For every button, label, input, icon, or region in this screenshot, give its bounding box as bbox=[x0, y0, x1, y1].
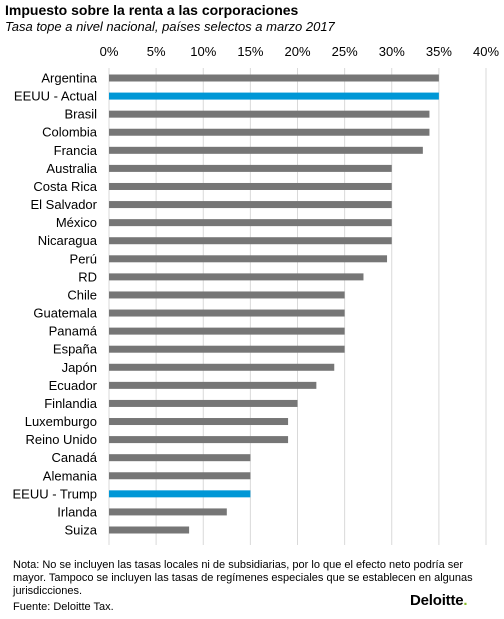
category-label: Panamá bbox=[49, 324, 98, 339]
category-label: Costa Rica bbox=[33, 179, 97, 194]
category-label: Nicaragua bbox=[38, 233, 98, 248]
x-tick-label: 25% bbox=[332, 44, 358, 59]
bar bbox=[109, 327, 345, 335]
logo-text: Deloitte bbox=[410, 592, 464, 609]
bar bbox=[109, 201, 392, 209]
x-tick-label: 20% bbox=[284, 44, 310, 59]
chart-title: Impuesto sobre la renta a las corporacio… bbox=[5, 2, 299, 18]
bar bbox=[109, 418, 289, 426]
bar bbox=[109, 164, 392, 172]
bar bbox=[109, 92, 439, 100]
x-tick-label: 40% bbox=[473, 44, 499, 59]
bar bbox=[109, 255, 388, 263]
bar bbox=[109, 74, 439, 82]
bar bbox=[109, 309, 345, 317]
bar bbox=[109, 472, 251, 480]
bar bbox=[109, 110, 430, 118]
category-label: Perú bbox=[70, 251, 97, 266]
bar bbox=[109, 219, 392, 227]
bar bbox=[109, 345, 345, 353]
bar bbox=[109, 128, 430, 136]
category-label: Colombia bbox=[42, 125, 98, 140]
source-text: Fuente: Deloitte Tax. bbox=[13, 601, 114, 613]
bar bbox=[109, 454, 251, 462]
category-label: Alemania bbox=[43, 468, 98, 483]
bar bbox=[109, 146, 423, 154]
category-label: Guatemala bbox=[33, 306, 97, 321]
category-label: Chile bbox=[67, 287, 97, 302]
bar bbox=[109, 381, 317, 389]
category-label: Finlandia bbox=[44, 396, 98, 411]
bar bbox=[109, 526, 190, 534]
deloitte-logo: Deloitte. bbox=[410, 592, 468, 609]
x-tick-label: 15% bbox=[237, 44, 263, 59]
category-label: Reino Unido bbox=[25, 432, 97, 447]
x-tick-label: 35% bbox=[426, 44, 452, 59]
category-label: México bbox=[56, 215, 97, 230]
category-label: Australia bbox=[46, 161, 97, 176]
y-axis-labels: Argentina EEUU - Actual Brasil Colombia Fran… bbox=[12, 71, 97, 538]
category-label: RD bbox=[78, 269, 97, 284]
category-label: Irlanda bbox=[57, 504, 98, 519]
bar bbox=[109, 273, 364, 281]
bar bbox=[109, 399, 298, 407]
category-label: Suiza bbox=[64, 523, 97, 538]
bar-chart: 0% 5% 10% 15% 20% 25% 30% 35% 40% Argentina EEUU … bbox=[12, 44, 500, 545]
chart-subtitle: Tasa tope a nivel nacional, países selec… bbox=[5, 19, 335, 34]
footnote: Nota: No se incluyen las tasas locales n… bbox=[13, 559, 473, 597]
category-label: El Salvador bbox=[31, 197, 98, 212]
bar bbox=[109, 508, 227, 516]
category-label: Luxemburgo bbox=[25, 414, 97, 429]
category-label: Brasil bbox=[64, 107, 97, 122]
bar bbox=[109, 182, 392, 190]
x-tick-label: 5% bbox=[147, 44, 166, 59]
category-label: Canadá bbox=[51, 450, 97, 465]
category-label: Japón bbox=[62, 360, 97, 375]
category-label: EEUU - Actual bbox=[14, 89, 97, 104]
bar bbox=[109, 490, 251, 498]
chart-bars bbox=[109, 74, 439, 534]
logo-dot: . bbox=[463, 592, 468, 609]
bar bbox=[109, 291, 345, 299]
bar bbox=[109, 237, 392, 245]
bar bbox=[109, 363, 335, 371]
category-label: Francia bbox=[54, 143, 98, 158]
x-tick-label: 10% bbox=[190, 44, 216, 59]
x-axis-ticks: 0% 5% 10% 15% 20% 25% 30% 35% 40% bbox=[100, 44, 500, 59]
category-label: Ecuador bbox=[49, 378, 98, 393]
bar bbox=[109, 436, 289, 444]
category-label: España bbox=[53, 342, 98, 357]
x-tick-label: 0% bbox=[100, 44, 119, 59]
category-label: EEUU - Trump bbox=[12, 486, 97, 501]
category-label: Argentina bbox=[41, 71, 97, 86]
x-tick-label: 30% bbox=[379, 44, 405, 59]
